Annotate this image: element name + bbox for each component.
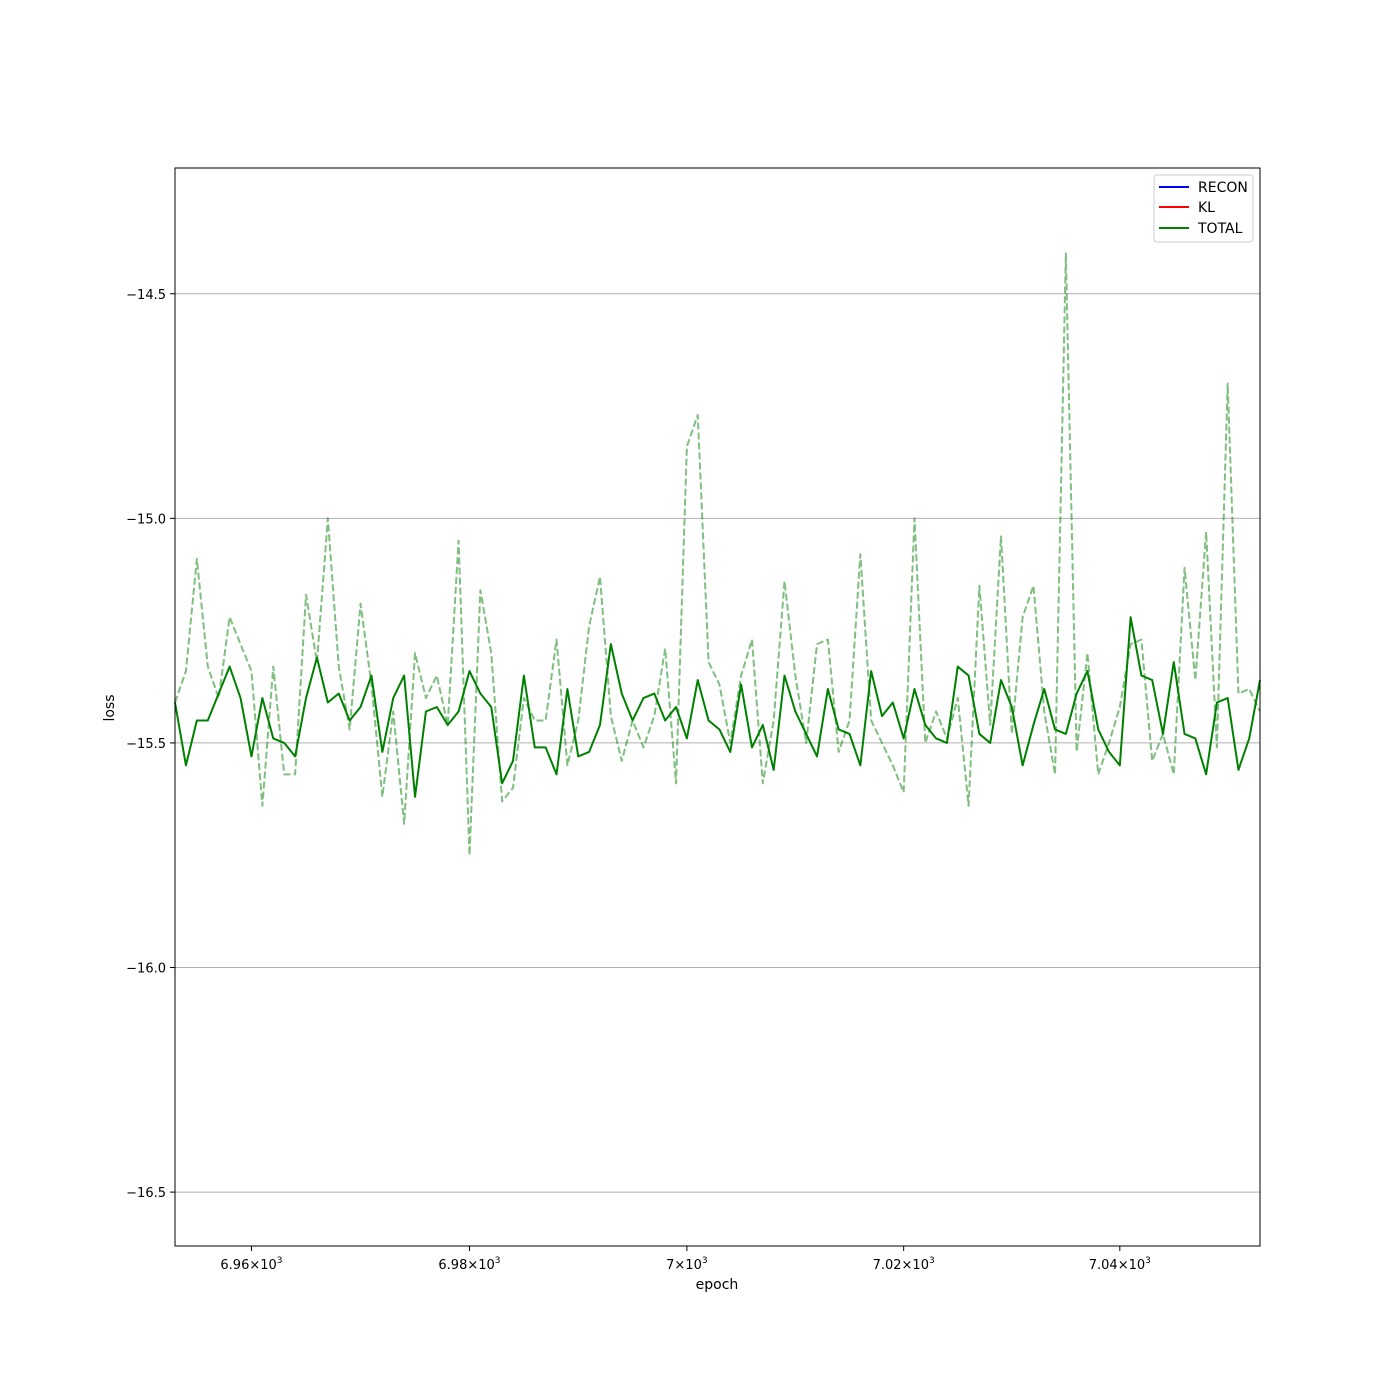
series-line-total-raw — [174, 252, 1261, 857]
legend-label-total: TOTAL — [1197, 221, 1243, 237]
x-axis-ticks: 6.96×103 6.98×103 7×103 7.02×103 7.04×103 — [220, 1246, 1151, 1273]
y-tick-label: −15.5 — [126, 737, 166, 752]
x-tick-label: 7.04×103 — [1089, 1256, 1151, 1273]
x-axis-label: epoch — [696, 1277, 739, 1293]
y-tick-label: −16.0 — [126, 962, 166, 977]
x-tick-label: 6.98×103 — [438, 1256, 500, 1273]
x-tick-label: 7×103 — [666, 1256, 707, 1273]
legend: RECON KL TOTAL — [1153, 174, 1254, 243]
grid-lines — [175, 293, 1260, 1193]
y-tick-label: −14.5 — [126, 288, 166, 303]
y-tick-label: −16.5 — [126, 1186, 166, 1201]
x-tick-label: 6.96×103 — [220, 1256, 282, 1273]
series-lines — [174, 252, 1261, 857]
y-axis-label: loss — [102, 694, 118, 721]
legend-label-kl: KL — [1198, 200, 1215, 216]
y-axis-ticks: −14.5 −15.0 −15.5 −16.0 −16.5 — [126, 288, 175, 1201]
y-tick-label: −15.0 — [126, 512, 166, 527]
series-line-total — [174, 616, 1261, 798]
plot-frame — [174, 167, 1261, 1247]
legend-box — [1153, 174, 1254, 243]
x-tick-label: 7.02×103 — [873, 1256, 935, 1273]
legend-label-recon: RECON — [1198, 180, 1248, 196]
